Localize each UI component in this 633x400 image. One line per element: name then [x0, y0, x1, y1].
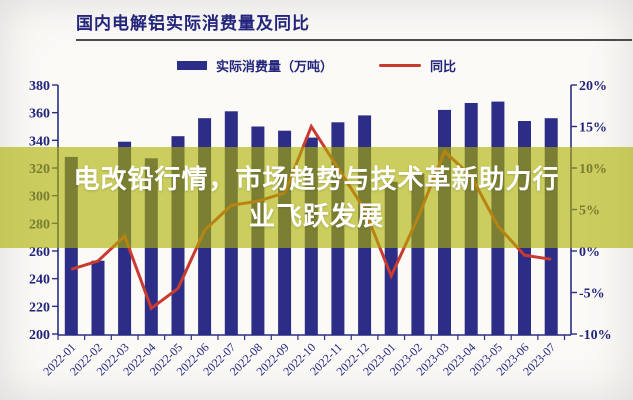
watermark-line2: 业飞跃发展 [248, 200, 384, 231]
right-tick-label: 0% [579, 245, 600, 260]
left-tick-label: 380 [29, 79, 50, 94]
legend-bar-label: 实际消费量（万吨） [215, 59, 333, 74]
consumption-bar-2022-02 [91, 260, 105, 335]
legend-line-label: 同比 [430, 59, 457, 74]
right-tick-label: -5% [579, 287, 605, 302]
left-tick-label: 240 [29, 273, 50, 288]
watermark-line1: 电改铅行情，市场趋势与技术革新助力行 [73, 163, 560, 194]
right-tick-label: 20% [579, 79, 607, 94]
left-tick-label: 200 [29, 328, 50, 343]
right-tick-label: 15% [579, 121, 607, 136]
watermark-banner: 电改铅行情，市场趋势与技术革新助力行 业飞跃发展 [0, 147, 633, 248]
legend: 实际消费量（万吨） 同比 [0, 56, 633, 75]
left-tick-label: 360 [29, 107, 50, 122]
left-tick-label: 260 [29, 245, 50, 260]
page-title: 国内电解铝实际消费量及同比 [76, 14, 310, 33]
left-tick-label: 340 [29, 134, 50, 149]
right-tick-label: -10% [579, 328, 612, 343]
legend-line-swatch-icon [379, 64, 421, 67]
title-underline [76, 39, 632, 41]
left-tick-label: 220 [29, 300, 50, 315]
legend-bar-swatch-icon [176, 61, 207, 70]
